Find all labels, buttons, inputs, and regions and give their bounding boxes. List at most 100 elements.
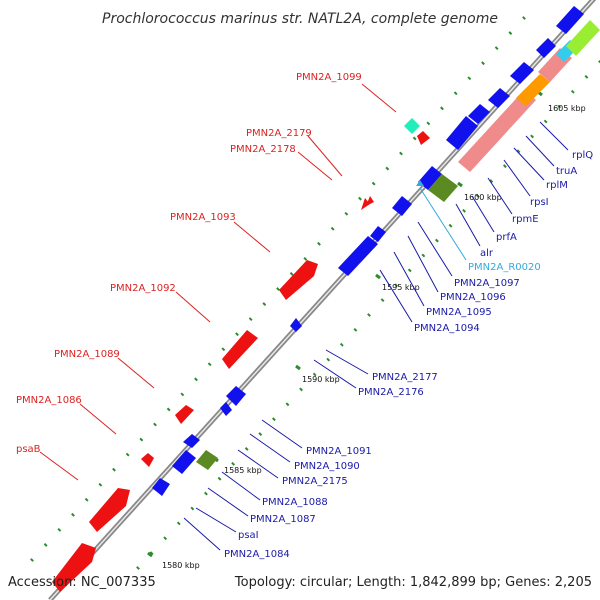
ruler-dot bbox=[570, 89, 575, 94]
gene-PMN2A_1085[interactable] bbox=[89, 488, 130, 532]
ruler-dot bbox=[371, 181, 376, 186]
ruler-tick bbox=[147, 551, 153, 558]
ruler-dot bbox=[30, 558, 34, 562]
ruler-dot bbox=[98, 482, 103, 487]
ruler-dot bbox=[516, 149, 521, 154]
gene-PMN2A_1096[interactable] bbox=[392, 196, 412, 216]
ruler-dot bbox=[598, 60, 600, 64]
label-PMN2A_1084[interactable]: PMN2A_1084 bbox=[224, 549, 290, 560]
gene-rplM[interactable] bbox=[510, 62, 534, 84]
ruler-dot bbox=[163, 536, 168, 541]
label-PMN2A_R0020[interactable]: PMN2A_R0020 bbox=[468, 262, 541, 273]
label-PMN2A_2175[interactable]: PMN2A_2175 bbox=[282, 476, 348, 487]
ruler-label-1605: 1605 kbp bbox=[548, 104, 586, 113]
label-PMN2A_1096[interactable]: PMN2A_1096 bbox=[440, 292, 506, 303]
label-PMN2A_1099[interactable]: PMN2A_1099 bbox=[296, 72, 362, 83]
gene-PMN2A_1089[interactable] bbox=[175, 405, 194, 424]
label-PMN2A_1086[interactable]: PMN2A_1086 bbox=[16, 395, 82, 406]
gene-rpmE[interactable] bbox=[468, 104, 490, 124]
ruler-dot bbox=[326, 357, 331, 362]
ruler-dot bbox=[380, 298, 385, 303]
ruler-dot bbox=[448, 223, 453, 228]
gene-PMN2A_1097[interactable] bbox=[418, 166, 442, 190]
ruler-dot bbox=[262, 302, 267, 306]
label-PMN2A_1093[interactable]: PMN2A_1093 bbox=[170, 212, 236, 223]
label-PMN2A_1089[interactable]: PMN2A_1089 bbox=[54, 349, 120, 360]
rna-alr-region[interactable] bbox=[428, 174, 458, 202]
ruler-dot bbox=[412, 136, 417, 141]
gene-PMN2A_1094[interactable] bbox=[338, 236, 378, 276]
gene-psaB[interactable] bbox=[52, 543, 96, 592]
label-truA[interactable]: truA bbox=[556, 166, 577, 177]
gene-rplM-band[interactable] bbox=[458, 90, 536, 172]
ruler-dot bbox=[317, 241, 321, 246]
ruler-dot bbox=[394, 283, 399, 288]
gene-prfA[interactable] bbox=[446, 116, 478, 150]
label-PMN2A_1094[interactable]: PMN2A_1094 bbox=[414, 323, 480, 334]
rna-PMN2A_1088[interactable] bbox=[196, 450, 218, 470]
label-PMN2A_1091[interactable]: PMN2A_1091 bbox=[306, 446, 372, 457]
reverse-strand bbox=[152, 6, 600, 496]
gene-PMN2A_1093[interactable] bbox=[279, 260, 318, 300]
genome-summary: Topology: circular; Length: 1,842,899 bp… bbox=[234, 575, 592, 590]
ruler-dot bbox=[176, 521, 181, 526]
ruler-dot bbox=[43, 543, 48, 547]
ruler-label-1585: 1585 kbp bbox=[224, 466, 262, 475]
ruler-dot bbox=[543, 119, 548, 124]
label-rplM[interactable]: rplM bbox=[546, 180, 568, 191]
label-PMN2A_1088[interactable]: PMN2A_1088 bbox=[262, 497, 328, 508]
ruler-dot bbox=[358, 196, 362, 201]
label-PMN2A_1087[interactable]: PMN2A_1087 bbox=[250, 514, 316, 525]
label-PMN2A_1090[interactable]: PMN2A_1090 bbox=[294, 461, 360, 472]
label-prfA[interactable]: prfA bbox=[496, 232, 517, 243]
ruler-dot bbox=[522, 16, 526, 20]
label-PMN2A_2177[interactable]: PMN2A_2177 bbox=[372, 372, 438, 383]
label-rplQ[interactable]: rplQ bbox=[572, 150, 593, 161]
gene-PMN2A_1090[interactable] bbox=[226, 386, 246, 406]
ruler-dot bbox=[153, 422, 157, 427]
gene-PMN2A_2179[interactable] bbox=[366, 196, 374, 206]
rna-PMN2A_R0020[interactable] bbox=[416, 180, 424, 186]
ruler-dot bbox=[194, 377, 198, 382]
label-rpmE[interactable]: rpmE bbox=[512, 214, 539, 225]
label-PMN2A_2176[interactable]: PMN2A_2176 bbox=[358, 387, 424, 398]
accession: Accession: NC_007335 bbox=[8, 575, 156, 590]
gene-PMN2A_2175[interactable] bbox=[220, 402, 232, 416]
label-PMN2A_2179[interactable]: PMN2A_2179 bbox=[246, 128, 312, 139]
ruler-dot bbox=[312, 372, 317, 377]
ruler-dot bbox=[139, 437, 144, 442]
label-alr[interactable]: alr bbox=[480, 248, 494, 259]
gene-PMN2A_1095[interactable] bbox=[370, 226, 386, 242]
label-PMN2A_1095[interactable]: PMN2A_1095 bbox=[426, 307, 492, 318]
gene-green[interactable] bbox=[566, 20, 600, 56]
ruler-dot bbox=[489, 179, 494, 183]
label-PMN2A_1092[interactable]: PMN2A_1092 bbox=[110, 283, 176, 294]
gene-psaI[interactable] bbox=[172, 450, 196, 474]
ruler-dot bbox=[407, 268, 412, 273]
gene-PMN2A_1086[interactable] bbox=[141, 453, 154, 467]
gene-rpsI[interactable] bbox=[488, 88, 510, 108]
label-rpsI[interactable]: rpsI bbox=[530, 197, 549, 208]
forward-strand bbox=[52, 118, 430, 592]
gene-rplQ[interactable] bbox=[556, 6, 584, 34]
ruler-dot bbox=[71, 512, 75, 517]
ruler-dot bbox=[276, 287, 280, 291]
label-psaB[interactable]: psaB bbox=[16, 444, 41, 455]
gene-PMN2A_2176[interactable] bbox=[290, 318, 302, 332]
gene-PMN2A_1099[interactable] bbox=[404, 118, 420, 134]
gene-PMN2A_1099-b[interactable] bbox=[417, 131, 430, 145]
ruler-dot bbox=[299, 387, 303, 392]
ruler-dot bbox=[221, 347, 226, 352]
gene-truA[interactable] bbox=[536, 38, 556, 58]
gene-PMN2A_2178[interactable] bbox=[361, 198, 370, 210]
gene-PMN2A_1092[interactable] bbox=[222, 330, 258, 369]
ruler-dot bbox=[285, 402, 290, 407]
gene-PMN2A_1084[interactable] bbox=[152, 478, 170, 496]
ruler-dot bbox=[462, 208, 467, 213]
label-psaI[interactable]: psaI bbox=[238, 530, 259, 541]
gene-PMN2A_1087[interactable] bbox=[183, 434, 200, 448]
gene-orange[interactable] bbox=[516, 74, 550, 106]
ruler-tick bbox=[375, 273, 381, 280]
label-PMN2A_2178[interactable]: PMN2A_2178 bbox=[230, 144, 296, 155]
label-PMN2A_1097[interactable]: PMN2A_1097 bbox=[454, 278, 520, 289]
